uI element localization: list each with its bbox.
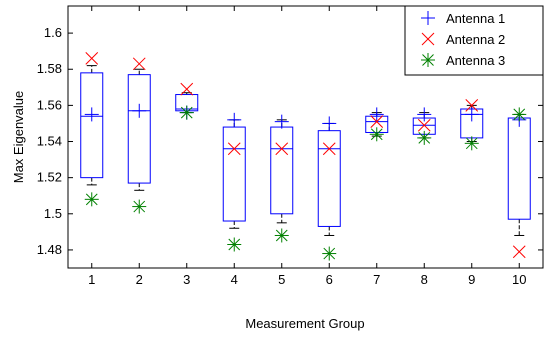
point-x-5 (275, 142, 289, 156)
legend-marker-1 (421, 11, 435, 25)
point-plus-9 (464, 107, 479, 122)
point-asterisk-10 (512, 107, 527, 122)
y-tick-label: 1.54 (37, 134, 62, 149)
point-x-7 (370, 115, 384, 128)
marker-stroke (465, 137, 478, 150)
marker-stroke (275, 229, 288, 242)
box-group-2 (127, 68, 151, 191)
legend-marker-3 (421, 53, 435, 67)
box (80, 72, 104, 179)
marker-stroke (322, 142, 336, 156)
box (317, 130, 341, 227)
y-tick-label: 1.48 (37, 242, 62, 257)
legend-label-3: Antenna 3 (446, 53, 505, 68)
y-tick-label: 1.52 (37, 170, 62, 185)
legend: Antenna 1 Antenna 2 Antenna 3 (404, 5, 544, 76)
x-tick-label: 2 (136, 272, 143, 287)
y-axis-label: Max Eigenvalue (11, 91, 26, 184)
y-tick-label: 1.6 (44, 25, 62, 40)
point-x-4 (227, 142, 241, 156)
x-tick-label: 4 (231, 272, 238, 287)
marker-stroke (180, 106, 193, 119)
legend-entries: Antenna 1 Antenna 2 Antenna 3 (421, 11, 505, 68)
point-asterisk-5 (274, 228, 289, 243)
legend-label-1: Antenna 1 (446, 11, 505, 26)
point-x-8 (417, 118, 431, 132)
ticks-layer: 1.48 1.5 1.52 1.54 1.56 1.58 1.6 1 2 3 4 5 6 7 8 9 10 (37, 6, 543, 287)
legend-label-2: Antenna 2 (446, 32, 505, 47)
marker-stroke (132, 57, 146, 71)
marker-stroke (85, 52, 99, 65)
marker-stroke (370, 115, 384, 128)
marker-stroke (323, 247, 336, 260)
markers-layer (84, 52, 527, 261)
x-tick-label: 3 (183, 272, 190, 287)
box (222, 126, 246, 222)
point-asterisk-7 (369, 127, 384, 142)
marker-stroke (417, 118, 431, 132)
x-axis-label: Measurement Group (245, 316, 364, 331)
point-asterisk-4 (227, 237, 242, 252)
x-tick-label: 6 (326, 272, 333, 287)
point-x-1 (85, 52, 99, 65)
point-asterisk-6 (322, 246, 337, 261)
point-asterisk-2 (132, 199, 147, 214)
x-tick-label: 7 (373, 272, 380, 287)
marker-stroke (422, 54, 434, 66)
x-tick-label: 5 (278, 272, 285, 287)
marker-stroke (227, 142, 241, 156)
marker-stroke (421, 32, 435, 46)
point-x-9 (465, 99, 479, 112)
point-x-10 (512, 245, 526, 259)
point-x-3 (180, 82, 194, 96)
marker-stroke (370, 128, 383, 141)
point-plus-8 (417, 107, 432, 122)
marker-stroke (513, 108, 526, 121)
point-plus-4 (227, 112, 242, 127)
marker-stroke (180, 82, 194, 96)
y-tick-label: 1.58 (37, 61, 62, 76)
y-tick-label: 1.5 (44, 206, 62, 221)
point-plus-5 (274, 114, 289, 129)
point-asterisk-8 (417, 130, 432, 145)
point-plus-2 (132, 103, 147, 118)
marker-stroke (465, 99, 479, 112)
x-tick-label: 1 (88, 272, 95, 287)
point-asterisk-3 (179, 105, 194, 120)
marker-stroke (418, 132, 431, 144)
point-plus-1 (84, 107, 99, 122)
point-plus-6 (322, 116, 337, 131)
legend-marker-2 (421, 32, 435, 46)
marker-stroke (512, 245, 526, 259)
y-tick-label: 1.56 (37, 97, 62, 112)
point-plus-7 (369, 107, 384, 122)
marker-stroke (133, 200, 146, 213)
x-tick-label: 9 (468, 272, 475, 287)
marker-stroke (228, 238, 241, 251)
x-tick-label: 8 (421, 272, 428, 287)
point-x-6 (322, 142, 336, 156)
point-x-2 (132, 57, 146, 71)
box (127, 74, 151, 184)
x-tick-label: 10 (512, 272, 526, 287)
point-asterisk-9 (464, 136, 479, 151)
marker-stroke (85, 193, 98, 206)
point-asterisk-1 (84, 192, 99, 207)
marker-stroke (275, 142, 289, 156)
